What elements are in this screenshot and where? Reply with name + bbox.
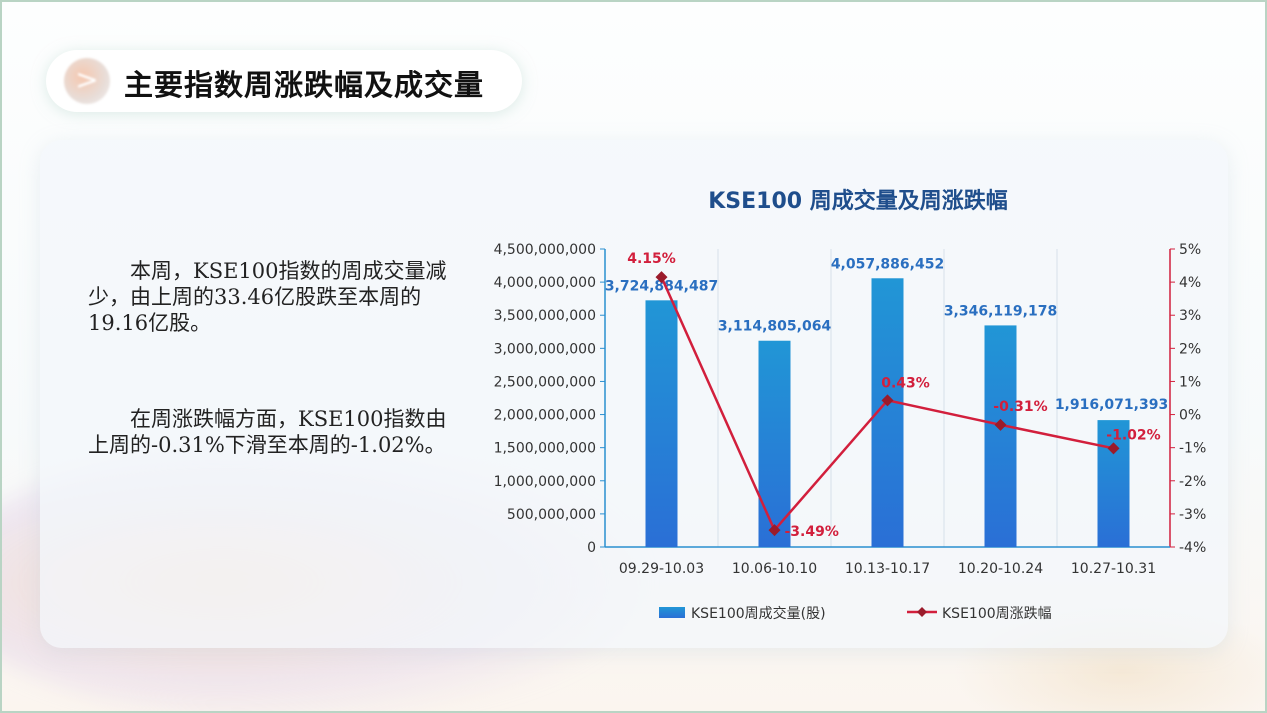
content-card — [40, 140, 1228, 648]
chevron-right-icon: > — [64, 58, 110, 104]
line-data-label: 4.15% — [627, 251, 676, 267]
left-tick-label: 2,000,000,000 — [494, 408, 596, 424]
bar — [984, 325, 1017, 547]
right-tick-label: 4% — [1179, 275, 1201, 291]
x-tick-label: 10.13-10.17 — [845, 561, 930, 577]
line-marker — [994, 418, 1007, 431]
bar-data-label: 3,114,805,064 — [718, 319, 832, 335]
paragraph-change: 在周涨跌幅方面，KSE100指数由上周的-0.31%下滑至本周的-1.02%。 — [88, 407, 447, 457]
right-tick-label: -1% — [1179, 441, 1206, 457]
bar-data-label: 1,916,071,393 — [1055, 397, 1168, 413]
left-tick-label: 1,500,000,000 — [494, 441, 596, 457]
bar-data-label: 4,057,886,452 — [831, 256, 944, 272]
line-marker — [655, 271, 668, 284]
line-data-label: -3.49% — [785, 524, 839, 540]
line-marker — [768, 524, 781, 537]
legend-line-label: KSE100周涨跌幅 — [942, 606, 1052, 622]
chart-title: KSE100 周成交量及周涨跌幅 — [708, 188, 1008, 214]
bar-data-label: 3,724,884,487 — [605, 278, 718, 294]
left-tick-label: 2,500,000,000 — [494, 374, 596, 390]
right-tick-label: 1% — [1179, 374, 1201, 390]
right-tick-label: 2% — [1179, 341, 1201, 357]
legend-bar-label: KSE100周成交量(股) — [691, 605, 826, 622]
bar — [758, 340, 791, 547]
line-marker — [1107, 442, 1120, 455]
right-tick-label: -2% — [1179, 474, 1206, 490]
right-tick-label: 0% — [1179, 408, 1201, 424]
bar-data-label: 3,346,119,178 — [944, 303, 1057, 319]
left-tick-label: 1,000,000,000 — [494, 474, 596, 490]
left-tick-label: 3,500,000,000 — [494, 308, 596, 324]
bar — [1097, 420, 1130, 547]
line-data-label: 0.43% — [881, 375, 930, 391]
line-data-label: -0.31% — [993, 399, 1047, 415]
x-tick-label: 10.20-10.24 — [958, 561, 1043, 577]
legend-line-marker — [917, 607, 927, 617]
right-tick-label: 5% — [1179, 242, 1201, 258]
paragraph-volume: 本周，KSE100指数的周成交量减少，由上周的33.46亿股跌至本周的19.16… — [88, 259, 447, 335]
x-tick-label: 10.27-10.31 — [1071, 561, 1156, 577]
legend-bar-swatch — [659, 607, 685, 618]
left-tick-label: 0 — [587, 540, 596, 556]
line-data-label: -1.02% — [1106, 427, 1160, 443]
right-tick-label: -4% — [1179, 540, 1206, 556]
page-title: 主要指数周涨跌幅及成交量 — [124, 68, 485, 102]
right-tick-label: -3% — [1179, 507, 1206, 523]
line-marker — [881, 394, 894, 407]
right-tick-label: 3% — [1179, 308, 1201, 324]
left-tick-label: 4,500,000,000 — [494, 242, 596, 258]
left-tick-label: 500,000,000 — [507, 507, 596, 523]
x-tick-label: 10.06-10.10 — [732, 561, 817, 577]
x-tick-label: 09.29-10.03 — [619, 561, 704, 577]
left-tick-label: 4,000,000,000 — [494, 275, 596, 291]
left-tick-label: 3,000,000,000 — [494, 341, 596, 357]
title-bar: > 主要指数周涨跌幅及成交量 — [46, 50, 522, 112]
bar — [645, 300, 678, 547]
